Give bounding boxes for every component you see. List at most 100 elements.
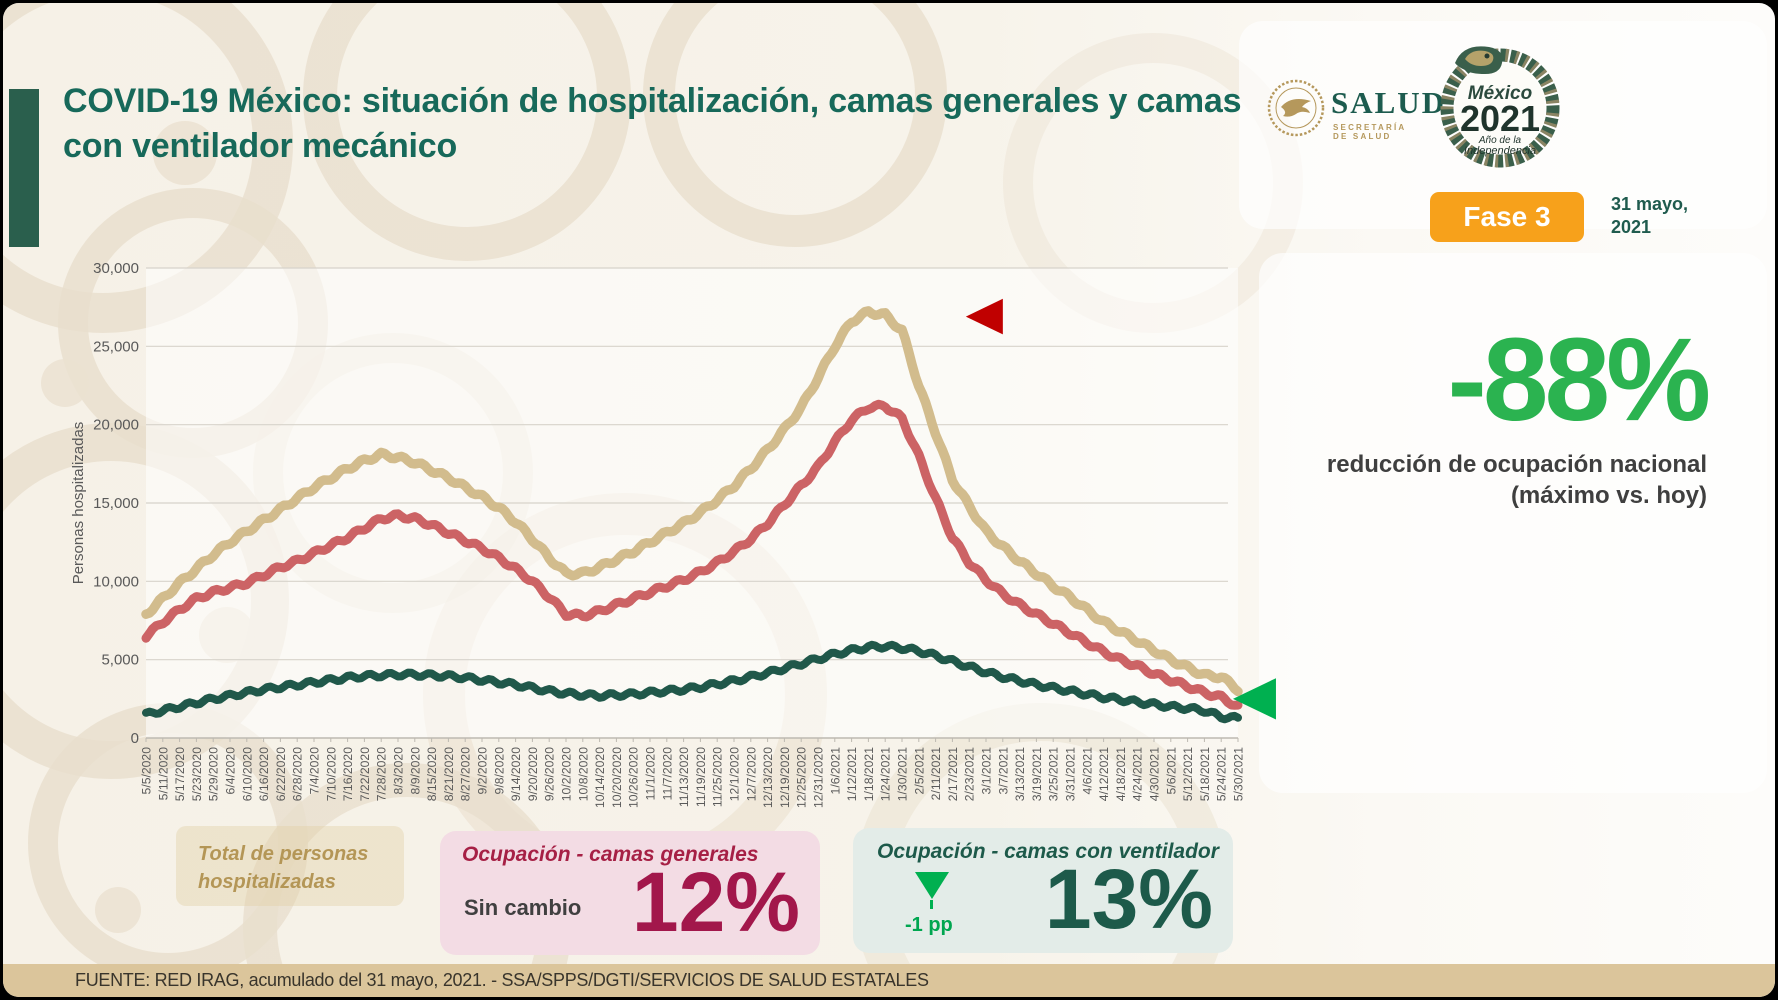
- x-tick-label: 11/7/2020: [660, 747, 674, 801]
- y-tick-label: 25,000: [93, 338, 139, 355]
- x-tick-label: 5/11/2020: [156, 747, 170, 801]
- x-tick-label: 1/12/2021: [845, 747, 859, 801]
- y-tick-label: 20,000: [93, 417, 139, 434]
- x-tick-label: 2/23/2021: [963, 747, 977, 801]
- legend-vent-change: -1 pp: [905, 914, 953, 936]
- x-tick-label: 3/7/2021: [996, 747, 1010, 795]
- x-tick-label: 12/25/2020: [795, 747, 809, 808]
- y-axis-title: Personas hospitalizadas: [70, 422, 87, 585]
- legend-total-line2: hospitalizadas: [198, 871, 336, 893]
- x-tick-label: 5/30/2021: [1232, 747, 1246, 801]
- x-tick-label: 1/30/2021: [896, 747, 910, 801]
- x-tick-label: 10/14/2020: [593, 747, 607, 808]
- x-tick-label: 7/4/2020: [308, 747, 322, 795]
- x-tick-label: 4/30/2021: [1148, 747, 1162, 801]
- salud-seal-icon: [1267, 79, 1325, 137]
- salud-subtitle: SECRETARÍA DE SALUD: [1333, 123, 1407, 141]
- x-tick-label: 6/10/2020: [240, 747, 254, 801]
- legend-general-change: Sin cambio: [464, 895, 582, 920]
- x-tick-label: 2/17/2021: [946, 747, 960, 801]
- hospitalization-chart: 0 5,000 10,000 15,000 20,000 25,000 30,000 5/5/…: [70, 260, 1276, 808]
- decrease-triangle-stem: [930, 900, 933, 909]
- mex-logo-mexico: México: [1468, 83, 1532, 104]
- page-title-line1: COVID-19 México: situación de hospitaliz…: [63, 82, 1242, 120]
- legend-total-line1: Total de personas: [198, 843, 369, 865]
- x-tick-label: 8/9/2020: [408, 747, 422, 795]
- decrease-triangle-icon: [915, 872, 949, 899]
- series-1-line: [141, 306, 1243, 697]
- legend-total-box: Total de personas hospitalizadas: [176, 826, 404, 906]
- x-tick-label: 12/19/2020: [778, 747, 792, 808]
- y-tick-label: 10,000: [93, 573, 139, 590]
- stat-caption-line1: reducción de ocupación nacional: [1326, 451, 1707, 478]
- x-tick-label: 4/12/2021: [1097, 747, 1111, 801]
- stat-caption: reducción de ocupación nacional (máximo …: [1283, 449, 1707, 511]
- page-title-line2: con ventilador mecánico: [63, 126, 458, 165]
- x-tick-label: 5/5/2020: [140, 747, 154, 795]
- x-tick-label: 1/24/2021: [879, 747, 893, 801]
- header-date: 31 mayo, 2021: [1611, 193, 1688, 238]
- x-tick-label: 4/18/2021: [1114, 747, 1128, 801]
- x-tick-label: 5/6/2021: [1164, 747, 1178, 795]
- x-tick-label: 12/1/2020: [728, 747, 742, 801]
- x-tick-label: 8/21/2020: [442, 747, 456, 801]
- x-tick-label: 12/7/2020: [744, 747, 758, 801]
- x-tick-label: 5/18/2021: [1198, 747, 1212, 801]
- x-tick-label: 10/8/2020: [576, 747, 590, 801]
- fase-badge: Fase 3: [1430, 192, 1584, 242]
- x-tick-label: 6/16/2020: [257, 747, 271, 801]
- x-tick-label: 10/2/2020: [560, 747, 574, 801]
- x-tick-label: 11/1/2020: [644, 747, 658, 801]
- y-tick-label: 5,000: [101, 652, 139, 669]
- x-tick-label: 2/11/2021: [929, 747, 943, 801]
- current-marker-icon: [1232, 678, 1276, 720]
- header-date-line2: 2021: [1611, 216, 1652, 237]
- x-tick-label: 9/2/2020: [476, 747, 490, 795]
- x-tick-label: 9/14/2020: [509, 747, 523, 801]
- x-tick-label: 3/13/2021: [1013, 747, 1027, 801]
- x-tick-label: 7/10/2020: [324, 747, 338, 801]
- y-tick-label: 30,000: [93, 260, 139, 277]
- x-tick-label: 7/16/2020: [341, 747, 355, 801]
- x-tick-label: 5/29/2020: [207, 747, 221, 801]
- stat-block: -88% reducción de ocupación nacional (má…: [1283, 321, 1711, 511]
- x-tick-label: 6/28/2020: [291, 747, 305, 801]
- x-tick-label: 3/31/2021: [1064, 747, 1078, 801]
- header-date-line1: 31 mayo,: [1611, 194, 1689, 214]
- series-2-line: [141, 399, 1243, 710]
- footer-bar: FUENTE: RED IRAG, acumulado del 31 mayo,…: [3, 964, 1775, 997]
- x-tick-label: 12/13/2020: [761, 747, 775, 808]
- page-title: COVID-19 México: situación de hospitaliz…: [63, 79, 1323, 169]
- x-tick-label: 2/5/2021: [912, 747, 926, 795]
- eagle-icon: [1281, 99, 1311, 117]
- x-tick-label: 6/4/2020: [224, 747, 238, 795]
- x-tick-label: 3/25/2021: [1047, 747, 1061, 801]
- peak-marker-icon: [965, 298, 1003, 335]
- slide: COVID-19 México: situación de hospitaliz…: [3, 3, 1775, 997]
- legend-general-title: Ocupación - camas generales: [462, 843, 759, 866]
- x-tick-label: 8/15/2020: [425, 747, 439, 801]
- series-3-line: [142, 640, 1242, 724]
- x-tick-label: 8/27/2020: [459, 747, 473, 801]
- x-tick-label: 11/19/2020: [694, 747, 708, 807]
- x-tick-label: 10/20/2020: [610, 747, 624, 808]
- x-tick-label: 3/1/2021: [980, 747, 994, 795]
- x-tick-label: 9/20/2020: [526, 747, 540, 801]
- legend-vent-title: Ocupación - camas con ventilador: [877, 840, 1219, 863]
- x-tick-label: 9/8/2020: [492, 747, 506, 795]
- y-tick-label: 15,000: [93, 495, 139, 512]
- x-tick-label: 8/3/2020: [392, 747, 406, 795]
- x-tick-label: 6/22/2020: [274, 747, 288, 801]
- x-tick-label: 1/6/2021: [828, 747, 842, 795]
- footer-source: FUENTE: RED IRAG, acumulado del 31 mayo,…: [75, 970, 929, 990]
- x-tick-label: 5/12/2021: [1181, 747, 1195, 801]
- legend-vent-value: 13%: [1044, 852, 1213, 946]
- mex-logo-line3: Año de la: [1478, 135, 1522, 146]
- x-tick-label: 5/17/2020: [173, 747, 187, 801]
- x-tick-label: 1/18/2021: [862, 747, 876, 801]
- x-tick-label: 7/28/2020: [375, 747, 389, 801]
- legend-vent-box: Ocupación - camas con ventilador -1 pp 1…: [853, 828, 1233, 953]
- legend-general-box: Ocupación - camas generales Sin cambio 1…: [440, 831, 820, 955]
- x-tick-label: 9/26/2020: [543, 747, 557, 801]
- legend-general-value: 12%: [631, 855, 800, 949]
